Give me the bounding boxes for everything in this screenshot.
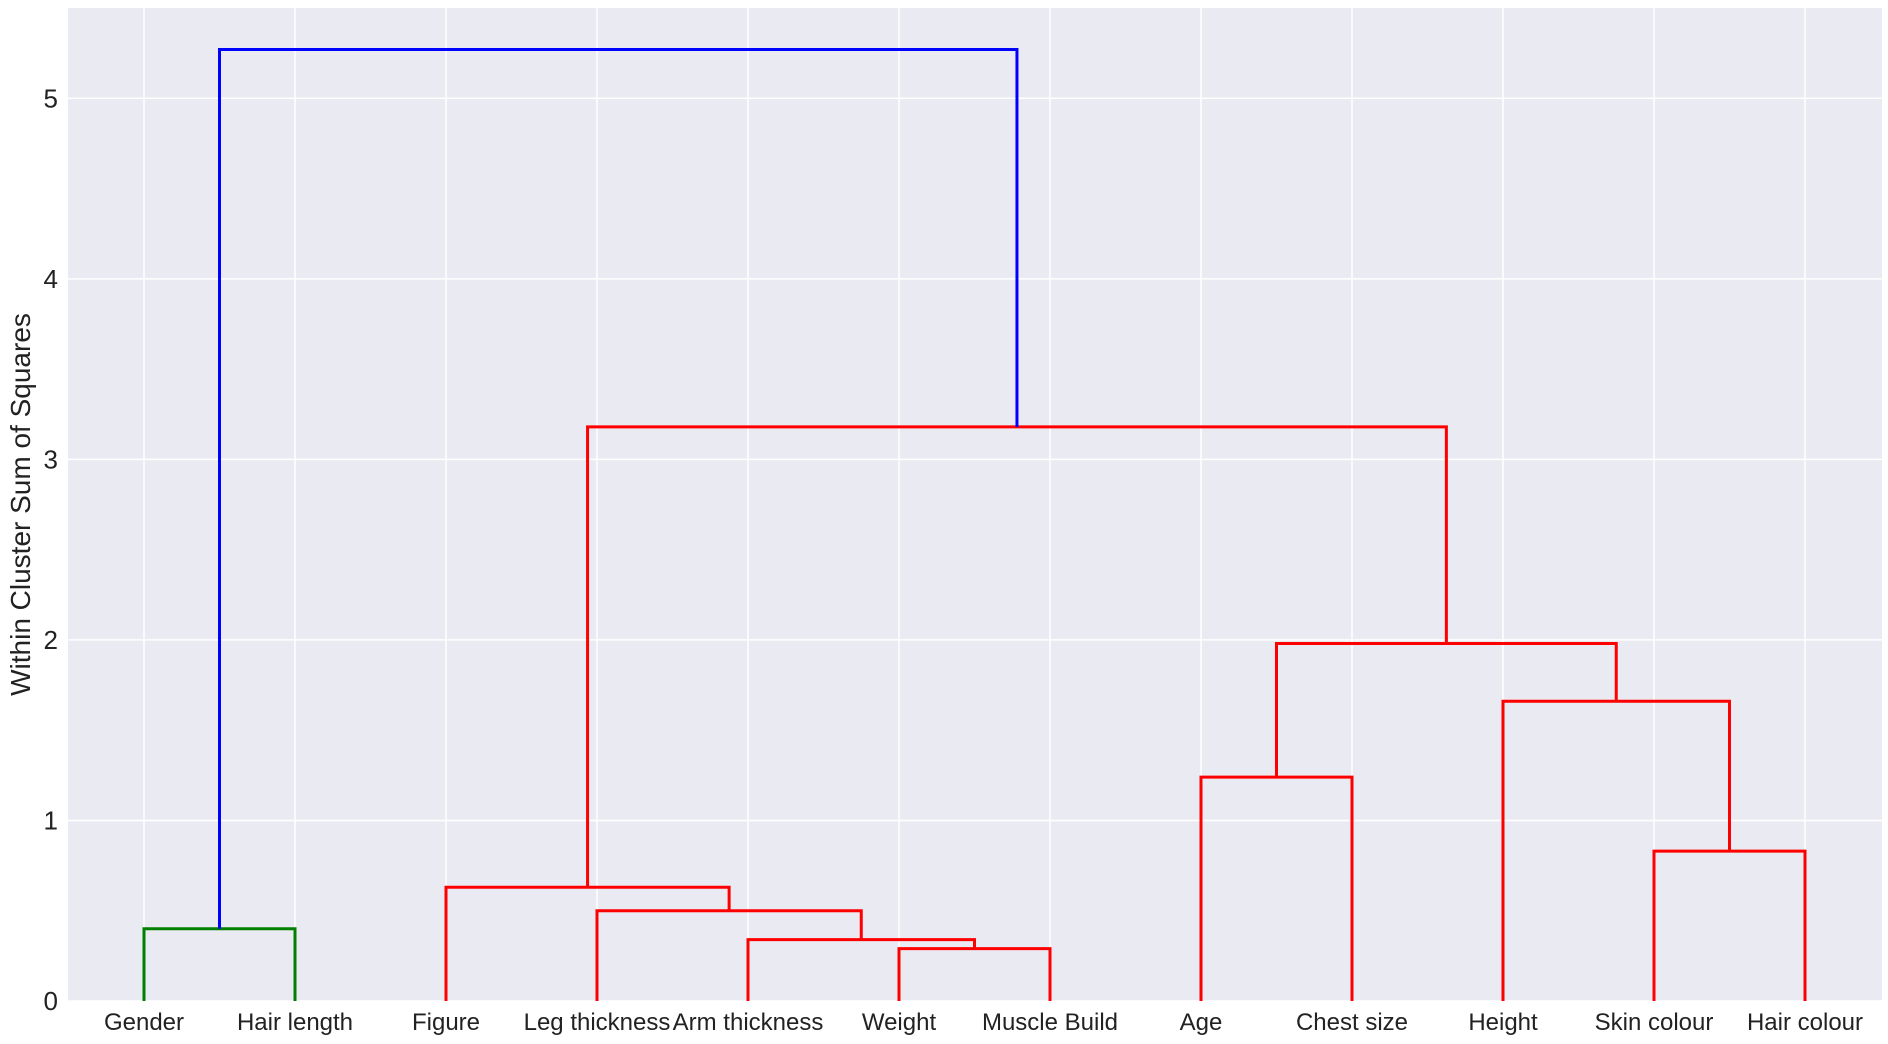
leaf-label: Hair colour	[1747, 1009, 1863, 1036]
leaf-label: Figure	[412, 1009, 480, 1036]
y-tick-label: 3	[44, 444, 58, 474]
y-tick-label: 0	[44, 986, 58, 1016]
leaf-label: Gender	[104, 1009, 184, 1036]
leaf-label: Leg thickness	[524, 1009, 671, 1036]
y-tick-label: 5	[44, 83, 58, 113]
plot-area	[68, 8, 1882, 1001]
leaf-label: Chest size	[1296, 1009, 1408, 1036]
leaf-label: Weight	[862, 1009, 937, 1036]
y-tick-label: 2	[44, 625, 58, 655]
y-tick-label: 1	[44, 805, 58, 835]
y-axis-ticks: 0 1 2 3 4 5	[44, 83, 58, 1016]
leaf-label: Height	[1468, 1009, 1538, 1036]
y-axis-label: Within Cluster Sum of Squares	[5, 313, 36, 696]
dendrogram-links	[142, 48, 1807, 1001]
leaf-label: Muscle Build	[982, 1009, 1118, 1036]
leaf-label: Arm thickness	[673, 1009, 824, 1036]
dendrogram-link	[218, 48, 1019, 929]
y-tick-label: 4	[44, 264, 58, 294]
leaf-label: Age	[1180, 1009, 1223, 1036]
x-axis-leaf-labels: Gender Hair length Figure Leg thickness Arm …	[104, 1009, 1863, 1036]
leaf-label: Hair length	[237, 1009, 353, 1036]
leaf-label: Skin colour	[1595, 1009, 1714, 1036]
